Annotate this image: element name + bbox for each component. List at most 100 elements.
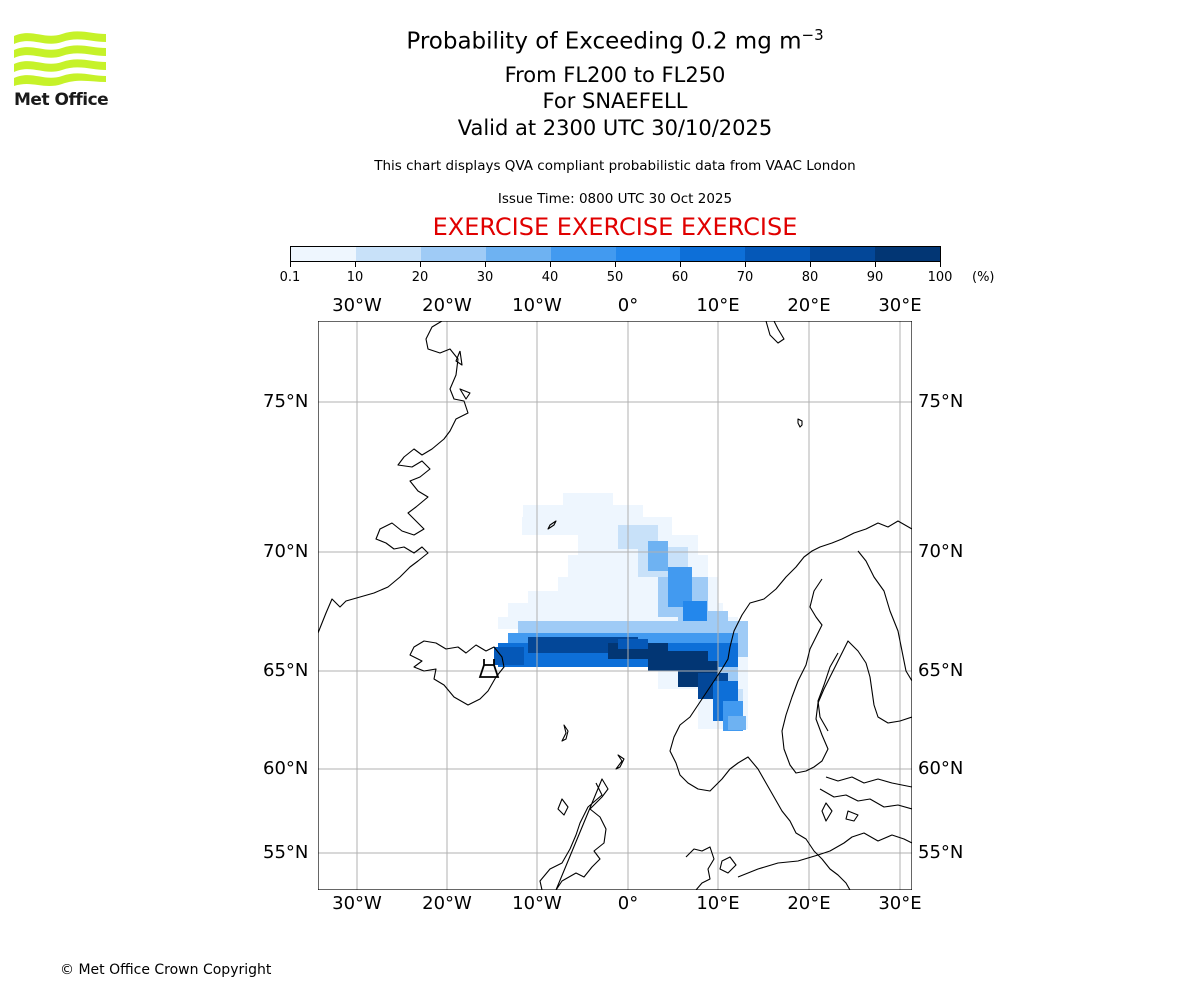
logo-text: Met Office (14, 90, 109, 110)
colorbar-segment (550, 247, 616, 261)
scandinavia-coast (669, 520, 912, 890)
colorbar-unit: (%) (972, 270, 995, 285)
exercise-banner: EXERCISE EXERCISE EXERCISE (432, 213, 798, 241)
colorbar-tick (290, 262, 291, 267)
longitude-label: 20°W (422, 893, 472, 914)
met-office-logo: Met Office (12, 28, 112, 114)
longitude-label: 20°E (787, 893, 831, 914)
latitude-label: 60°N (263, 758, 309, 779)
valid-time-line: Valid at 2300 UTC 30/10/2025 (457, 116, 773, 140)
latvia-coast (819, 788, 912, 810)
qva-note: This chart displays QVA compliant probab… (374, 158, 856, 174)
colorbar-tick-label: 10 (346, 270, 364, 285)
volcano-marker-icon (478, 659, 500, 678)
gulf-bothnia (817, 652, 839, 732)
volcano-line: For SNAEFELL (542, 89, 688, 113)
longitude-label: 20°W (422, 295, 472, 316)
colorbar-tick-label: 90 (866, 270, 884, 285)
longitude-label: 30°W (332, 295, 382, 316)
chart-title: Probability of Exceeding 0.2 mg m−3 (300, 26, 930, 55)
greenland-coast (318, 321, 469, 634)
colorbar-tick-label: 100 (927, 270, 953, 285)
plume-cell (523, 505, 643, 519)
colorbar-tick-label: 50 (606, 270, 624, 285)
longitude-label: 10°W (512, 893, 562, 914)
colorbar-tick (745, 262, 746, 267)
jan-mayen (547, 520, 557, 530)
colorbar-segment (291, 247, 356, 261)
colorbar-tick (355, 262, 356, 267)
latitude-label: 70°N (263, 541, 309, 562)
denmark-coast (685, 846, 715, 890)
longitude-label: 0° (617, 893, 639, 914)
colorbar-tick-label: 40 (541, 270, 559, 285)
colorbar-segment (745, 247, 811, 261)
colorbar-segment (810, 247, 876, 261)
longitude-label: 0° (617, 295, 639, 316)
colorbar-tick (940, 262, 941, 267)
issue-time: Issue Time: 0800 UTC 30 Oct 2025 (497, 191, 733, 207)
latitude-label: 65°N (918, 660, 964, 681)
colorbar-tick-label: 70 (736, 270, 754, 285)
shetland-islands (615, 754, 625, 770)
plume-cell (563, 493, 613, 505)
britain-coast (539, 778, 609, 890)
colorbar-segment (485, 247, 551, 261)
plume-cell (648, 541, 668, 571)
longitude-label: 10°E (696, 295, 740, 316)
greenland-fjord (455, 350, 463, 366)
colorbar-tick-label: 20 (411, 270, 429, 285)
plume-cell (728, 716, 746, 730)
baltic-islands (821, 802, 859, 822)
bear-island (797, 418, 803, 428)
colorbar-tick-label: 30 (476, 270, 494, 285)
svalbard-coast (765, 321, 785, 344)
title-main: Probability of Exceeding 0.2 mg m (406, 28, 802, 55)
colorbar-segment (875, 247, 941, 261)
graticule (318, 321, 912, 890)
latitude-label: 55°N (263, 842, 309, 863)
title-superscript: −3 (801, 26, 824, 44)
map-plot (318, 321, 912, 890)
estonia-coast (825, 776, 912, 788)
colorbar-tick (420, 262, 421, 267)
coastlines (318, 321, 912, 890)
faroe-islands (561, 724, 569, 742)
colorbar-tick (810, 262, 811, 267)
colorbar-tick (615, 262, 616, 267)
longitude-label: 30°E (878, 295, 922, 316)
colorbar-tick (680, 262, 681, 267)
copyright-notice: © Met Office Crown Copyright (60, 962, 272, 978)
latitude-label: 60°N (918, 758, 964, 779)
longitude-label: 10°E (696, 893, 740, 914)
greenland-island (459, 388, 471, 400)
finland-east (857, 550, 912, 682)
latitude-label: 55°N (918, 842, 964, 863)
colorbar-tick (485, 262, 486, 267)
latitude-label: 70°N (918, 541, 964, 562)
sweden-finland-border (781, 578, 912, 774)
longitude-label: 10°W (512, 295, 562, 316)
colorbar-segment (355, 247, 421, 261)
ash-plume (494, 493, 748, 731)
colorbar-segment (420, 247, 486, 261)
colorbar-tick-label: 0.1 (279, 270, 301, 285)
longitude-label: 30°W (332, 893, 382, 914)
latitude-label: 75°N (263, 391, 309, 412)
latitude-label: 75°N (918, 391, 964, 412)
hebrides (557, 798, 569, 816)
longitude-label: 30°E (878, 893, 922, 914)
colorbar-segment (615, 247, 681, 261)
plume-cell (494, 647, 524, 665)
colorbar (290, 246, 941, 262)
met-office-wave-icon (14, 31, 106, 86)
colorbar-tick-label: 60 (671, 270, 689, 285)
latitude-label: 65°N (263, 660, 309, 681)
colorbar-tick (875, 262, 876, 267)
danish-islands (719, 856, 737, 874)
colorbar-tick-label: 80 (801, 270, 819, 285)
iceland-coast (409, 640, 505, 706)
baltic-coast (737, 832, 912, 878)
plume-cell (668, 567, 692, 607)
flight-level-line: From FL200 to FL250 (504, 63, 726, 87)
